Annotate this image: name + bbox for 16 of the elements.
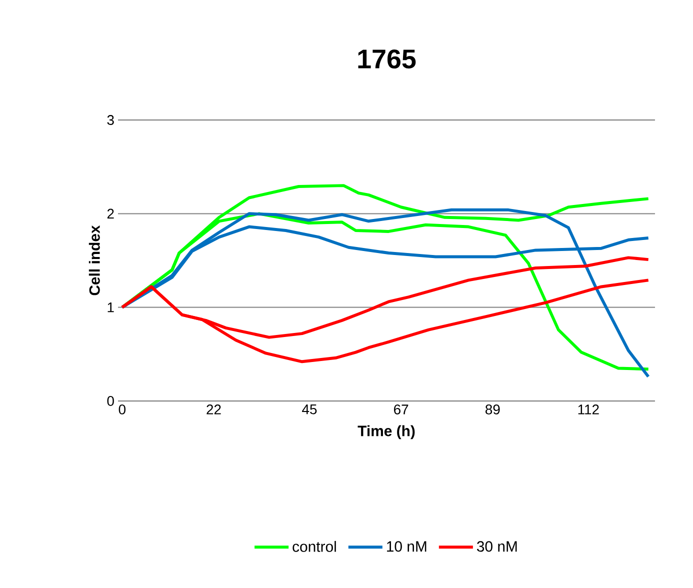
- x-tick-label: 0: [118, 404, 126, 414]
- y-tick-label: 1: [108, 302, 114, 312]
- x-tick-label: 89: [486, 404, 500, 414]
- y-axis-title: Cell index: [88, 225, 100, 296]
- legend-label: control: [292, 540, 336, 552]
- x-tick-label: 112: [578, 404, 599, 414]
- x-axis-title: Time (h): [358, 425, 415, 440]
- chart-title: 1765: [358, 49, 416, 69]
- x-tick-label: 67: [394, 404, 408, 414]
- x-tick-label: 45: [302, 404, 317, 414]
- legend-label: 10 nM: [387, 541, 426, 552]
- y-tick-label: 3: [107, 115, 114, 125]
- y-tick-label: 0: [107, 396, 114, 406]
- y-tick-label: 2: [107, 208, 114, 219]
- legend-label: 30 nM: [476, 541, 517, 552]
- x-tick-label: 22: [206, 404, 221, 414]
